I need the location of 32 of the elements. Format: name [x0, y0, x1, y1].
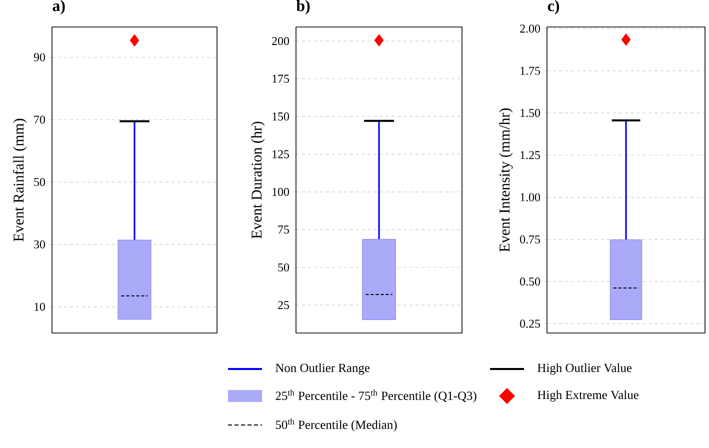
category-label: 50$^{th}$ Percentile (Median) — [276, 418, 397, 432]
y-tick-label: 0.50 — [520, 278, 540, 286]
y-tick-label: 50 — [278, 263, 290, 272]
y-tick-label: 125 — [272, 150, 290, 158]
chart-title: c) — [548, 0, 560, 14]
category-label: Non Outlier Range — [276, 363, 370, 375]
y-tick-label: 25 — [278, 301, 290, 310]
y-tick-label: 1.50 — [520, 108, 540, 118]
y-tick-label: 30 — [34, 240, 46, 248]
y-tick-label: 70 — [34, 116, 46, 124]
category-label: High Outlier Value — [538, 363, 632, 375]
y-tick-label: 10 — [34, 302, 46, 311]
chart-title: a) — [52, 0, 65, 14]
y-tick-label: 100 — [272, 188, 290, 196]
y-tick-label: 200 — [272, 36, 290, 46]
y-axis-title: Event Intensity (mm/hr) — [499, 108, 513, 252]
y-tick-label: 75 — [278, 226, 290, 234]
y-tick-label: 175 — [272, 74, 290, 83]
y-tick-label: 2.00 — [520, 24, 540, 33]
category-label: High Extreme Value — [538, 390, 638, 402]
y-axis-title: Event Duration (hr) — [251, 122, 265, 238]
y-tick-label: 50 — [34, 178, 46, 186]
y-tick-label: 1.00 — [520, 193, 540, 202]
y-tick-label: 0.25 — [520, 320, 540, 328]
y-tick-label: 0.75 — [520, 235, 540, 244]
chart-title: b) — [296, 0, 310, 14]
y-tick-label: 150 — [272, 112, 290, 120]
y-tick-label: 1.75 — [520, 66, 540, 75]
y-tick-label: 90 — [34, 53, 46, 62]
y-axis-title: Event Rainfall (mm) — [12, 118, 27, 242]
y-tick-label: 1.25 — [520, 151, 540, 160]
category-label: 25$^{th}$ Percentile - 75$^{th}$ Percentile (Q1-Q3) — [276, 389, 476, 403]
